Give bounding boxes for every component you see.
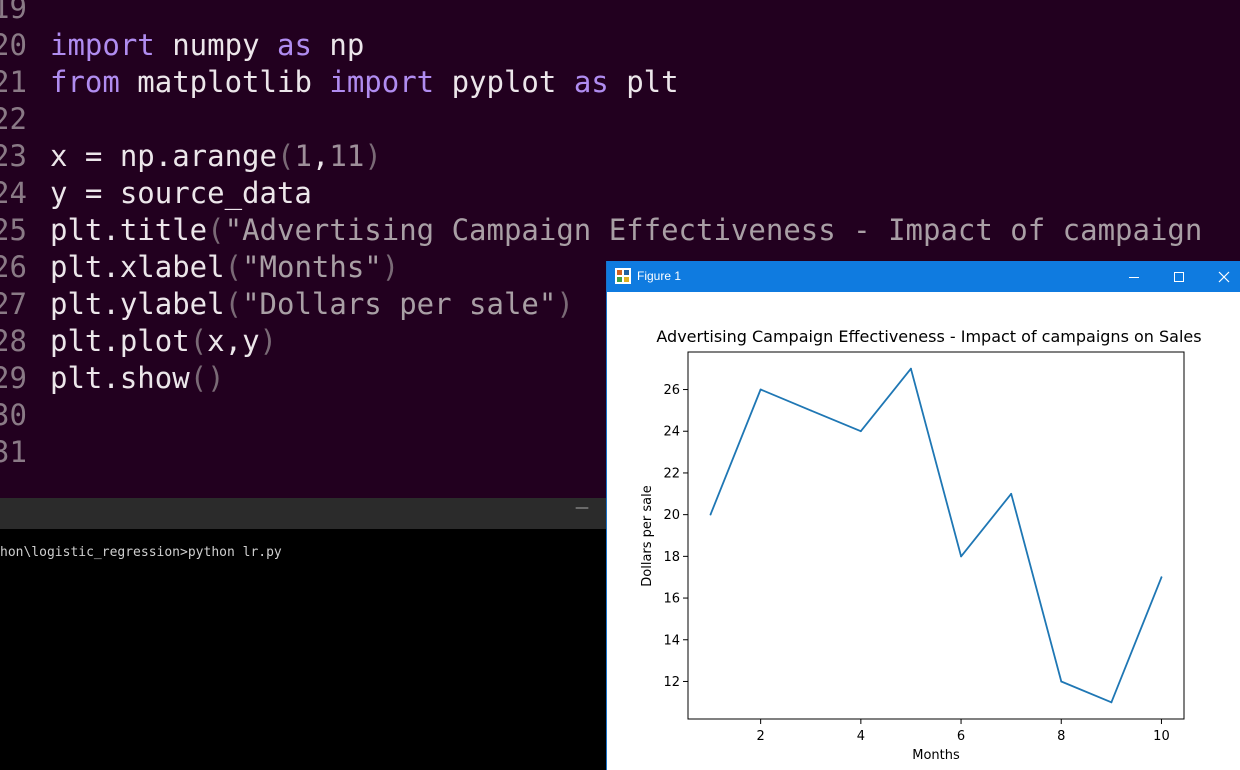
- code-token: import: [329, 65, 435, 99]
- figure-close-button[interactable]: [1201, 261, 1240, 292]
- data-point: [759, 388, 762, 391]
- code-text: y = source_data: [50, 175, 312, 212]
- line-number: 28: [0, 324, 27, 358]
- code-token: plt: [608, 65, 679, 99]
- data-point: [960, 555, 962, 558]
- line-number: 25: [0, 213, 27, 247]
- code-token: (: [224, 287, 243, 321]
- code-token: ): [556, 287, 574, 321]
- x-tick-label: 6: [957, 729, 965, 744]
- figure-titlebar[interactable]: Figure 1: [607, 261, 1240, 292]
- code-text: plt.show(): [50, 360, 225, 397]
- line-number: 24: [0, 176, 27, 210]
- x-tick-label: 4: [857, 729, 865, 744]
- terminal-command-line: hon\logistic_regression>python lr.py: [0, 545, 282, 560]
- terminal-panel[interactable]: [0, 529, 606, 770]
- line-number: 26: [0, 250, 27, 284]
- code-token: matplotlib: [119, 65, 330, 99]
- code-token: plt.title: [50, 213, 208, 247]
- code-token: as: [573, 65, 609, 99]
- code-token: plt.xlabel: [50, 250, 225, 284]
- terminal-header: [0, 498, 606, 529]
- figure-maximize-button[interactable]: [1156, 261, 1201, 292]
- code-text: plt.ylabel("Dollars per sale"): [50, 286, 574, 323]
- code-text: x = np.arange(1,11): [50, 138, 382, 175]
- code-token: ): [364, 139, 382, 173]
- code-token: "Advertising Campaign Effectiveness - Im…: [224, 213, 1203, 247]
- x-tick-label: 2: [757, 729, 765, 744]
- line-number: 21: [0, 65, 27, 99]
- line-number: 31: [0, 435, 27, 469]
- line-number: 23: [0, 139, 27, 173]
- code-token: x,y: [207, 324, 260, 358]
- code-text: from matplotlib import pyplot as plt: [50, 64, 679, 101]
- code-token: ): [381, 250, 400, 284]
- y-tick-label: 22: [663, 466, 680, 481]
- series-line: [709, 367, 1163, 704]
- y-tick-label: 26: [663, 383, 680, 398]
- code-token: (: [207, 213, 225, 247]
- y-tick-label: 24: [663, 425, 680, 440]
- code-token: 11: [329, 139, 365, 173]
- data-point: [709, 513, 712, 516]
- code-token: x = np.arange: [50, 139, 277, 173]
- line-number: 30: [0, 398, 27, 432]
- code-token: (): [189, 361, 225, 395]
- code-text: plt.xlabel("Months"): [50, 249, 399, 286]
- plot-area-frame: [687, 351, 1185, 720]
- y-tick-label: 12: [663, 675, 680, 690]
- code-text: plt.plot(x,y): [50, 323, 277, 360]
- code-token: pyplot: [434, 65, 574, 99]
- data-point: [859, 430, 862, 433]
- close-icon: [1218, 271, 1229, 282]
- line-number: 20: [0, 28, 27, 62]
- code-token: "Months": [242, 250, 382, 284]
- code-token: plt.ylabel: [50, 287, 225, 321]
- x-tick-label: 8: [1057, 729, 1065, 744]
- code-token: plt.show: [50, 361, 190, 395]
- figure-minimize-button[interactable]: [1111, 261, 1156, 292]
- line-number: 27: [0, 287, 27, 321]
- x-axis-label: Months: [912, 748, 960, 763]
- chart: Advertising Campaign Effectiveness - Imp…: [640, 327, 1202, 763]
- code-token: (: [276, 139, 295, 173]
- figure-window[interactable]: Figure 1 Advertising Campaign Effectiven…: [606, 261, 1240, 770]
- y-tick-label: 20: [663, 508, 680, 523]
- code-token: "Dollars per sale": [242, 287, 557, 321]
- terminal-minimize-button[interactable]: —: [575, 500, 589, 516]
- code-token: ,: [311, 139, 330, 173]
- code-token: ): [259, 324, 278, 358]
- code-token: numpy: [154, 28, 277, 62]
- code-token: plt.plot: [50, 324, 190, 358]
- code-text: import numpy as np: [50, 27, 364, 64]
- data-point: [1010, 492, 1013, 495]
- line-number: 22: [0, 102, 27, 136]
- y-tick-label: 18: [663, 550, 680, 565]
- code-token: import: [50, 28, 155, 62]
- code-token: (: [224, 250, 243, 284]
- code-token: as: [276, 28, 312, 62]
- data-point: [809, 409, 812, 412]
- code-token: (: [189, 324, 208, 358]
- code-token: y = source_data: [50, 176, 312, 210]
- y-tick-label: 16: [663, 592, 680, 607]
- data-point: [1110, 701, 1113, 704]
- line-number: 29: [0, 361, 27, 395]
- code-token: np: [311, 28, 365, 62]
- code-token: 1: [294, 139, 312, 173]
- matplotlib-icon: [615, 268, 631, 284]
- data-point: [1060, 680, 1063, 683]
- maximize-icon: [1173, 271, 1184, 282]
- code-token: from: [50, 65, 120, 99]
- chart-title: Advertising Campaign Effectiveness - Imp…: [656, 327, 1201, 346]
- minimize-icon: [1128, 276, 1139, 278]
- y-axis-label: Dollars per sale: [640, 485, 655, 586]
- data-point: [1160, 576, 1163, 579]
- figure-window-title: Figure 1: [637, 269, 682, 283]
- code-text: plt.title("Advertising Campaign Effectiv…: [50, 212, 1202, 249]
- data-point: [910, 367, 912, 370]
- y-tick-label: 14: [663, 633, 680, 648]
- x-tick-label: 10: [1153, 729, 1170, 744]
- line-number: 19: [0, 0, 27, 25]
